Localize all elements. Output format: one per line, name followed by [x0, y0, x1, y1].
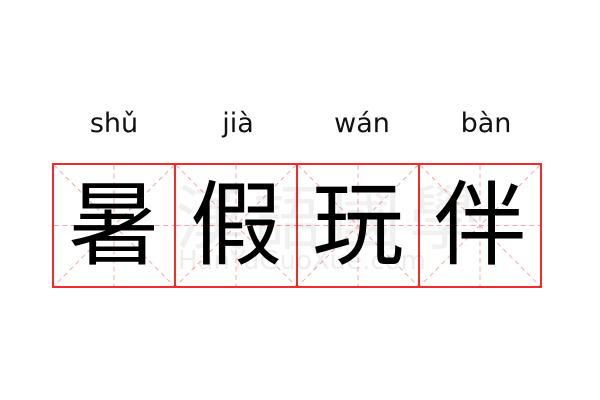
pinyin-1: shǔ — [89, 108, 139, 139]
guide-lines — [54, 165, 174, 286]
hanzi: 伴 — [433, 171, 526, 279]
pinyin-2: jià — [222, 108, 254, 139]
hanzi: 玩 — [311, 171, 404, 279]
guide-lines — [420, 165, 540, 286]
pinyin-3: wán — [334, 108, 390, 139]
hanzi: 暑 — [67, 171, 160, 279]
character-cell: 玩 — [296, 163, 420, 288]
hanzi: 假 — [189, 171, 282, 279]
character-cell: 暑 — [52, 163, 176, 288]
character-grid: 暑 假 玩 伴 — [52, 163, 549, 288]
guide-lines — [298, 165, 418, 286]
character-cell: 假 — [174, 163, 298, 288]
pinyin-4: bàn — [460, 108, 512, 139]
character-cell: 伴 — [418, 163, 542, 288]
guide-lines — [176, 165, 296, 286]
